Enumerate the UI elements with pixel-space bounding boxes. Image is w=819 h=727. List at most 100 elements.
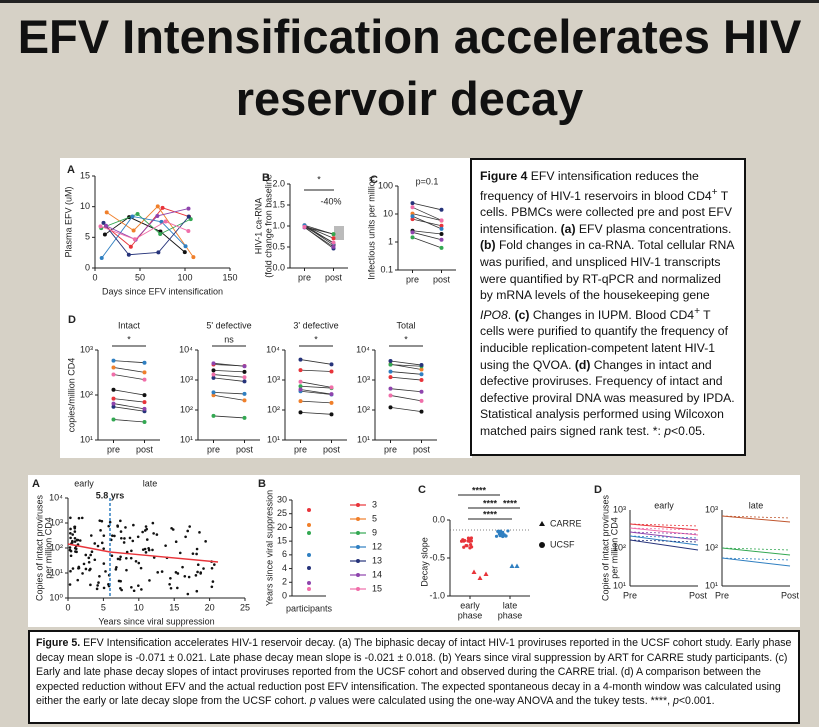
point (78, 539, 82, 542)
point (130, 214, 135, 219)
point (100, 519, 104, 523)
point (160, 570, 164, 573)
x-axis-label: participants (286, 603, 333, 613)
point (439, 218, 444, 223)
point (195, 552, 198, 556)
line (721, 547, 791, 551)
point (419, 367, 424, 372)
point (126, 252, 131, 257)
legend-marker (539, 542, 545, 548)
point (168, 582, 171, 586)
legend-label: 3 (372, 499, 377, 509)
point (329, 369, 334, 374)
y-tick-label: 10 (383, 208, 393, 218)
y-tick-label: 10¹ (705, 580, 718, 590)
line (412, 215, 442, 230)
point (196, 570, 199, 574)
point (477, 575, 483, 580)
point (410, 235, 415, 240)
point (134, 559, 138, 563)
point (111, 396, 116, 401)
point (119, 519, 122, 523)
point (145, 538, 149, 541)
point (142, 420, 147, 425)
legend-marker (356, 587, 360, 591)
point (111, 534, 114, 537)
point (439, 232, 444, 237)
series-line (104, 216, 186, 253)
point (410, 217, 415, 222)
point (142, 406, 147, 411)
x-tick-label: 10 (134, 602, 144, 612)
point (211, 361, 216, 366)
point (151, 521, 155, 525)
y-tick-label: 10³ (357, 374, 370, 384)
x-tick-label: 20 (205, 602, 215, 612)
y-axis-label: Copies of intact proviruses (600, 494, 610, 601)
subpanel-title: Total (396, 320, 415, 330)
point (298, 384, 303, 389)
x-tick-label: 0 (92, 272, 97, 282)
point (298, 410, 303, 415)
x-tick-label: pre (406, 274, 419, 284)
caption-text: EFV plasma concentrations. (575, 221, 732, 236)
point (307, 523, 311, 527)
point (69, 527, 72, 531)
y-tick-label: 10³ (80, 344, 93, 354)
y-tick-label: 20 (277, 522, 287, 532)
line (300, 385, 332, 389)
line (213, 391, 245, 395)
point (186, 592, 190, 596)
point (142, 360, 147, 365)
line (390, 364, 422, 367)
x-tick-label: 15 (169, 602, 179, 612)
line (412, 206, 442, 221)
point (73, 546, 77, 550)
line (213, 394, 245, 401)
point (137, 561, 141, 565)
caption-text: IPO8 (480, 307, 508, 322)
line (629, 539, 699, 543)
point (130, 549, 133, 553)
figure4-caption: Figure 4 EFV intensification reduces the… (470, 158, 746, 456)
point (115, 565, 118, 569)
point (89, 534, 93, 537)
point (122, 541, 126, 544)
caption-text: (b) (480, 238, 496, 253)
y-tick-label: 10⁰ (49, 592, 63, 602)
legend-marker (356, 545, 360, 549)
point (169, 576, 172, 580)
x-tick-label: post (325, 272, 343, 282)
point (96, 544, 100, 548)
point (211, 390, 216, 395)
point (307, 566, 311, 570)
line (390, 388, 422, 393)
x-tick-label: Post (689, 590, 708, 600)
caption-text: p (309, 695, 316, 708)
point (137, 584, 140, 587)
panel-label: D (68, 314, 76, 326)
point (439, 223, 444, 228)
point (419, 363, 424, 368)
point (202, 567, 205, 570)
point (186, 529, 190, 533)
line (412, 213, 442, 222)
point (211, 375, 216, 380)
y-axis-label: per million CD4 (609, 517, 619, 579)
x-tick-label: phase (498, 610, 523, 620)
point (100, 541, 104, 545)
y-tick-label: 10² (50, 542, 63, 552)
point (120, 588, 123, 592)
line (213, 377, 245, 382)
point (155, 204, 160, 209)
y-tick-label: 5 (85, 232, 90, 242)
panel-label: D (594, 484, 602, 496)
point (388, 393, 393, 398)
y-tick-label: 10² (180, 404, 193, 414)
point (69, 549, 73, 553)
point (307, 587, 311, 591)
legend-label: CARRE (550, 518, 582, 528)
point (163, 219, 168, 224)
point (210, 566, 214, 570)
